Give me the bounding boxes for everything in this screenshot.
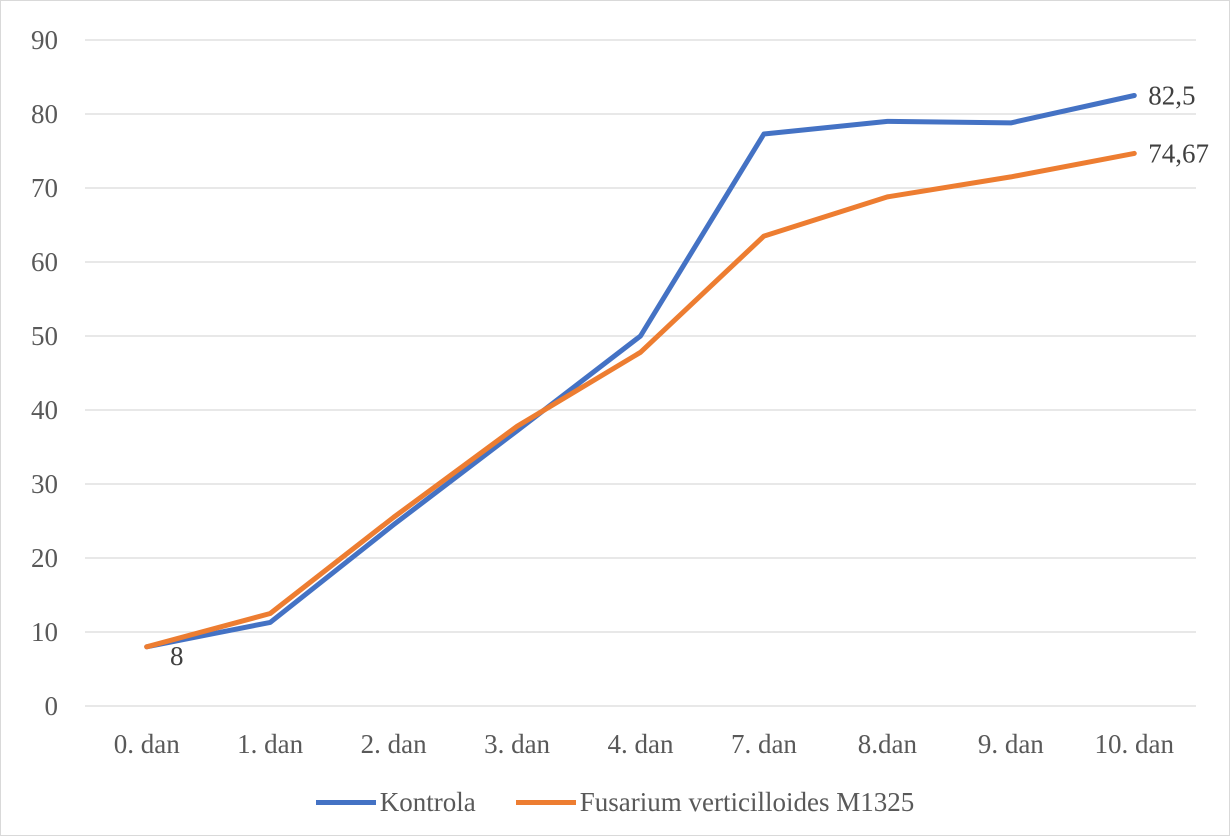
y-tick-label: 40 xyxy=(31,395,58,425)
x-tick-label: 3. dan xyxy=(484,729,550,759)
y-tick-label: 10 xyxy=(31,617,58,647)
x-tick-label: 8.dan xyxy=(858,729,918,759)
legend-item-fusarium: Fusarium verticilloides M1325 xyxy=(515,786,915,818)
y-tick-label: 20 xyxy=(31,543,58,573)
legend-label-fusarium: Fusarium verticilloides M1325 xyxy=(579,786,915,817)
legend: Kontrola Fusarium verticilloides M1325 xyxy=(0,782,1230,822)
legend-label-kontrola: Kontrola xyxy=(379,786,476,817)
x-tick-label: 1. dan xyxy=(237,729,303,759)
x-tick-label: 10. dan xyxy=(1095,729,1175,759)
y-tick-label: 60 xyxy=(31,247,58,277)
x-axis-tick-labels: 0. dan 1. dan 2. dan 3. dan 4. dan 7. dan 8.da… xyxy=(114,729,1175,759)
y-tick-label: 0 xyxy=(45,691,59,721)
gridlines xyxy=(85,39,1196,707)
x-tick-label: 7. dan xyxy=(731,729,797,759)
series-line-1 xyxy=(144,150,1137,650)
y-axis-tick-labels: 0 10 20 30 40 50 60 70 80 90 xyxy=(31,25,58,721)
y-tick-label: 80 xyxy=(31,99,58,129)
y-tick-label: 30 xyxy=(31,469,58,499)
legend-swatch-kontrola xyxy=(315,799,376,805)
series-lines xyxy=(144,93,1137,650)
legend-item-kontrola: Kontrola xyxy=(315,786,476,818)
legend-swatch-fusarium xyxy=(515,799,576,805)
x-tick-label: 0. dan xyxy=(114,729,180,759)
series-line-0 xyxy=(144,93,1137,650)
x-tick-label: 4. dan xyxy=(608,729,674,759)
y-tick-label: 70 xyxy=(31,173,58,203)
data-label: 8 xyxy=(170,641,184,671)
data-label: 74,67 xyxy=(1148,138,1209,168)
data-label: 82,5 xyxy=(1148,81,1195,111)
data-labels: 8 82,5 74,67 xyxy=(170,81,1209,671)
x-tick-label: 9. dan xyxy=(978,729,1044,759)
y-tick-label: 90 xyxy=(31,25,58,55)
x-tick-label: 2. dan xyxy=(361,729,427,759)
y-tick-label: 50 xyxy=(31,321,58,351)
